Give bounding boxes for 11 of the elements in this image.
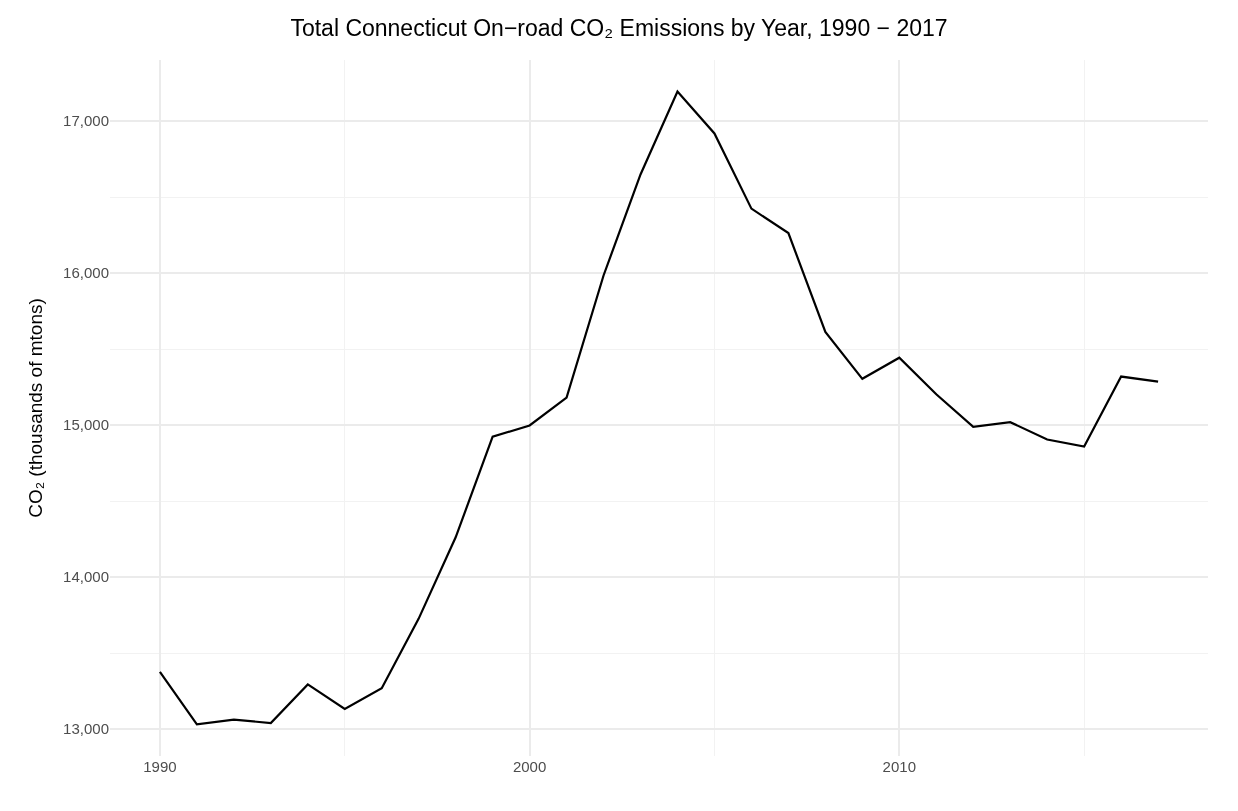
x-tick-label: 1990 [143, 758, 177, 775]
y-tick-label: 15,000 [63, 416, 109, 434]
x-tick-label: 2000 [512, 758, 547, 775]
y-tick-label: 17,000 [63, 112, 109, 130]
y-tick-label: 14,000 [63, 568, 109, 586]
chart-title: Total Connecticut On−road CO₂ Emissions by Year, 1990 − 2017 [290, 15, 948, 42]
y-tick-label: 13,000 [63, 720, 109, 738]
y-axis-title: CO₂ (thousands of mtons) [24, 298, 46, 518]
y-tick-label: 16,000 [63, 264, 109, 282]
line-series [158, 90, 1160, 726]
x-tick-label: 2010 [882, 758, 916, 775]
